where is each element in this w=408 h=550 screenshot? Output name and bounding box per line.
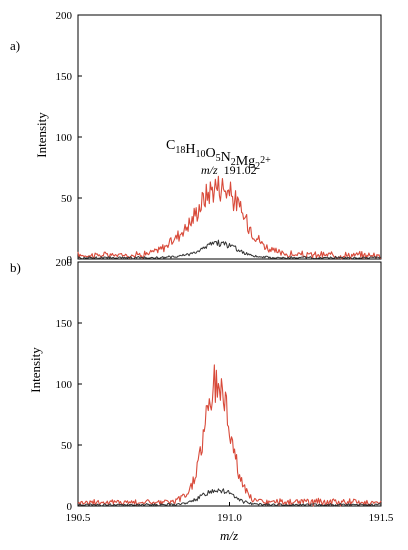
panel-b-xtick-label-0: 190.5: [66, 512, 91, 524]
panel-a-ytick-label-4: 200: [56, 10, 73, 22]
formula-label: C18H10O5N2Mg22+: [166, 138, 271, 172]
mz-annotation-value: 191.02: [224, 163, 257, 177]
formula-subscript-0: 18: [175, 145, 185, 156]
panel-a-series: [77, 175, 382, 260]
formula-element-3: N: [221, 150, 231, 165]
formula-subscript-3: 2: [231, 157, 236, 168]
panel-a-ytick-label-2: 100: [56, 132, 73, 144]
formula-subscript-1: 10: [195, 149, 205, 160]
panel-b-xtick-label-2: 191.5: [369, 512, 394, 524]
panel-b-series-0-trace: [77, 364, 382, 507]
panel-b-ylabel: Intensity: [28, 347, 43, 393]
panel-a-series-0-trace: [77, 175, 382, 260]
panel-b-series-1-trace: [77, 488, 382, 507]
panel-b-series: [77, 364, 382, 507]
panel-a-ylabel: Intensity: [34, 112, 49, 158]
panel-b-ytick-label-3: 150: [56, 318, 73, 330]
formula-charge: 2+: [260, 155, 271, 166]
formula-element-1: H: [185, 142, 195, 157]
panel-a-y-axis: 0 50 100 150 200: [56, 10, 82, 266]
panel-b-ytick-label-2: 100: [56, 379, 73, 391]
panel-b-x-axis: 190.5 191.0 191.5: [66, 502, 394, 524]
mz-annotation: m/z 191.02: [201, 163, 257, 177]
panel-b-ytick-label-0: 0: [67, 501, 73, 513]
panel-a-ytick-label-0: 0: [67, 254, 73, 266]
panel-a-plot-frame: [77, 14, 382, 260]
formula-element-2: O: [205, 146, 215, 161]
panel-a-series-1-trace: [77, 239, 382, 260]
panel-a-ytick-label-3: 150: [56, 71, 73, 83]
panel-b-y-axis: 0 50 100 150 200: [56, 257, 82, 513]
panel-b-xtick-label-1: 191.0: [217, 512, 242, 524]
panel-a-ytick-label-1: 50: [61, 193, 73, 205]
formula-element-0: C: [166, 138, 175, 153]
panel-b-plot-frame: [77, 261, 382, 507]
panel-b-label: b): [10, 260, 21, 275]
panel-b-ytick-label-1: 50: [61, 440, 73, 452]
formula-subscript-4: 2: [255, 161, 260, 172]
panel-b: b) Intensity 0 50 100 150 200 190.5 191.0 191.…: [10, 257, 394, 543]
panel-b-ytick-label-4: 200: [56, 257, 73, 269]
mz-annotation-prefix: m/z: [201, 163, 218, 177]
panel-a-label: a): [10, 38, 20, 53]
formula-element-4: Mg: [236, 154, 255, 169]
formula-subscript-2: 5: [216, 153, 221, 164]
panel-b-xlabel: m/z: [220, 528, 238, 543]
